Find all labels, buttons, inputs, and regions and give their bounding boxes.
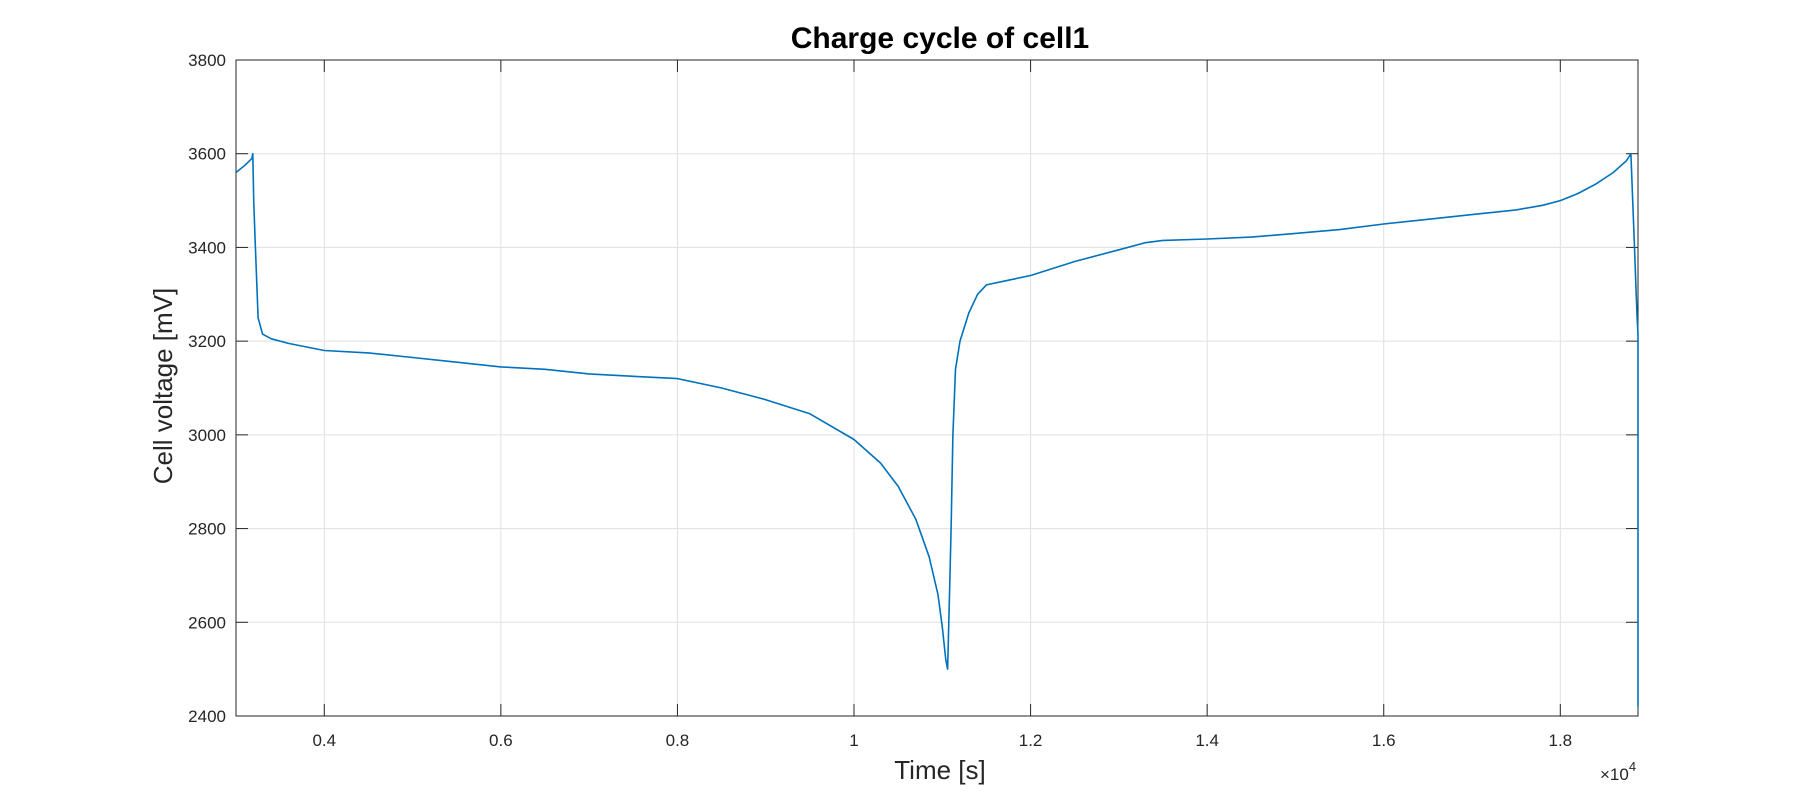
grid [236, 59, 1638, 717]
x-tick-label: 1.6 [1372, 731, 1396, 750]
x-axis-scale-exponent: 4 [1629, 759, 1636, 774]
x-tick-label: 1 [849, 731, 858, 750]
plot-frame [235, 59, 1639, 717]
y-tick-label: 2600 [188, 613, 226, 632]
x-tick-label: 0.8 [666, 731, 690, 750]
y-tick-label: 3000 [188, 426, 226, 445]
x-axis-exponent: ×104 [1600, 759, 1636, 784]
x-tick-label: 1.4 [1195, 731, 1219, 750]
ticks: 0.4 0.6 0.8 1 1.2 1.4 1.6 1.8 2400 2600 2800 3000 32… [188, 51, 1638, 750]
y-tick-label: 3600 [188, 145, 226, 164]
y-tick-label: 2400 [188, 707, 226, 726]
x-axis-label: Time [s] [894, 755, 985, 785]
series-line [235, 152, 1639, 707]
x-tick-label: 0.4 [312, 731, 336, 750]
y-tick-label: 3400 [188, 238, 226, 257]
y-tick-label: 3200 [188, 332, 226, 351]
x-tick-label: 1.8 [1548, 731, 1572, 750]
chart-title: Charge cycle of cell1 [791, 22, 1089, 55]
series-layer [235, 152, 1639, 707]
y-tick-label: 2800 [188, 520, 226, 539]
y-tick-label: 3800 [188, 51, 226, 70]
x-tick-label: 0.6 [489, 731, 513, 750]
x-tick-label: 1.2 [1019, 731, 1043, 750]
y-axis-label: Cell voltage [mV] [148, 288, 178, 485]
x-axis-scale-label: ×10 [1600, 765, 1629, 784]
